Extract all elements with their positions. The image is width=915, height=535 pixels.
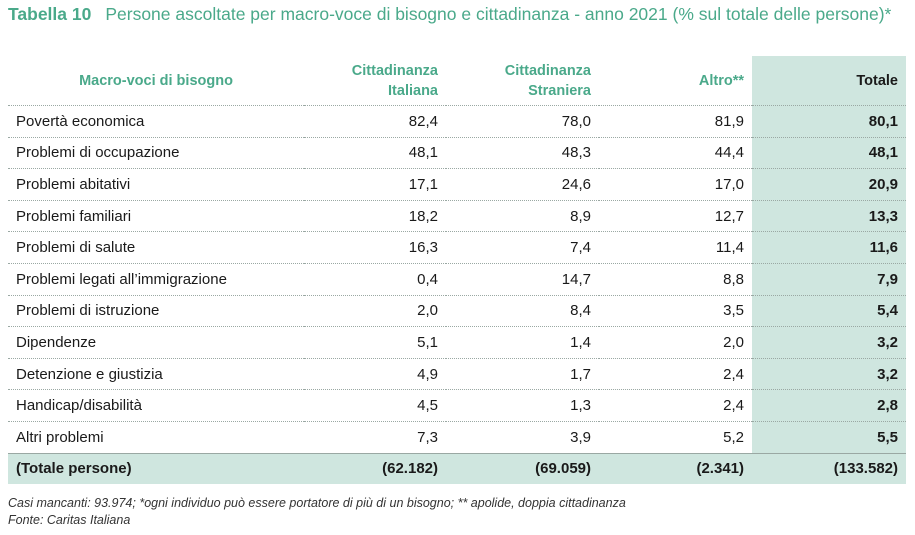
cell-foreign: 8,9 [446,200,599,233]
table-row: Problemi di occupazione 48,1 48,3 44,4 48,1 [8,137,906,170]
cell-foreign: 1,3 [446,389,599,422]
table-number: Tabella 10 [8,4,92,24]
cell-foreign: 14,7 [446,263,599,296]
row-label: Problemi di salute [8,231,304,264]
row-label: Problemi legati all’immigrazione [8,263,304,296]
cell-total: 3,2 [752,358,906,391]
cell-italian: 4,9 [304,358,446,391]
cell-italian: 16,3 [304,231,446,264]
table-row: Problemi legati all’immigrazione 0,4 14,7 8… [8,263,906,296]
missing-cases-note: Casi mancanti: 93.974; *ogni individuo p… [8,496,626,510]
cell-other: 44,4 [599,137,752,170]
cell-other: 11,4 [599,231,752,264]
table-row: Handicap/disabilità 4,5 1,3 2,4 2,8 [8,389,906,422]
cell-foreign: 1,4 [446,326,599,359]
row-label: Altri problemi [8,421,304,454]
totals-label: (Totale persone) [8,452,304,484]
table-row: Problemi familiari 18,2 8,9 12,7 13,3 [8,200,906,233]
cell-total: 11,6 [752,231,906,264]
cell-foreign: 8,4 [446,295,599,328]
row-label: Handicap/disabilità [8,389,304,422]
data-table: Macro-voci di bisogno Cittadinanza Itali… [8,56,906,484]
col-header-other: Altro** [698,72,744,89]
col-header-foreign: Cittadinanza Straniera [504,62,591,99]
cell-total: 3,2 [752,326,906,359]
source-note: Fonte: Caritas Italiana [8,513,131,527]
cell-other: 3,5 [599,295,752,328]
cell-italian: 82,4 [304,105,446,138]
cell-foreign: 7,4 [446,231,599,264]
cell-foreign: 78,0 [446,105,599,138]
row-label: Problemi di occupazione [8,137,304,170]
cell-italian: 2,0 [304,295,446,328]
cell-total: 5,4 [752,295,906,328]
cell-total: 13,3 [752,200,906,233]
header-row: Macro-voci di bisogno Cittadinanza Itali… [8,56,906,106]
cell-other: 12,7 [599,200,752,233]
cell-other: 2,0 [599,326,752,359]
cell-italian: 5,1 [304,326,446,359]
table-notes: Casi mancanti: 93.974; *ogni individuo p… [8,495,626,529]
table-title: Tabella 10 Persone ascoltate per macro-vo… [8,4,908,25]
totals-foreign: (69.059) [446,452,599,484]
cell-total: 20,9 [752,168,906,201]
totals-italian: (62.182) [304,452,446,484]
totals-row: (Totale persone) (62.182) (69.059) (2.34… [8,452,906,484]
cell-italian: 0,4 [304,263,446,296]
cell-italian: 4,5 [304,389,446,422]
cell-other: 8,8 [599,263,752,296]
table-row: Detenzione e giustizia 4,9 1,7 2,4 3,2 [8,358,906,391]
table-row: Altri problemi 7,3 3,9 5,2 5,5 [8,421,906,454]
cell-total: 80,1 [752,105,906,138]
cell-foreign: 1,7 [446,358,599,391]
table-row: Problemi abitativi 17,1 24,6 17,0 20,9 [8,168,906,201]
table-body: Povertà economica 82,4 78,0 81,9 80,1 Problem… [8,105,906,454]
table-row: Povertà economica 82,4 78,0 81,9 80,1 [8,105,906,138]
row-label: Dipendenze [8,326,304,359]
table-row: Dipendenze 5,1 1,4 2,0 3,2 [8,326,906,359]
totals-total: (133.582) [752,452,906,484]
cell-total: 7,9 [752,263,906,296]
table-row: Problemi di salute 16,3 7,4 11,4 11,6 [8,231,906,264]
totals-other: (2.341) [599,452,752,484]
cell-other: 5,2 [599,421,752,454]
cell-italian: 7,3 [304,421,446,454]
cell-foreign: 3,9 [446,421,599,454]
table-row: Problemi di istruzione 2,0 8,4 3,5 5,4 [8,295,906,328]
col-header-total: Totale [752,56,906,106]
cell-foreign: 48,3 [446,137,599,170]
row-label: Detenzione e giustizia [8,358,304,391]
cell-other: 17,0 [599,168,752,201]
row-label: Povertà economica [8,105,304,138]
cell-italian: 17,1 [304,168,446,201]
col-header-label: Macro-voci di bisogno [79,72,233,89]
cell-italian: 18,2 [304,200,446,233]
col-header-italian: Cittadinanza Italiana [351,62,438,99]
table-caption: Persone ascoltate per macro-voce di biso… [105,4,892,24]
cell-other: 81,9 [599,105,752,138]
row-label: Problemi abitativi [8,168,304,201]
cell-total: 48,1 [752,137,906,170]
cell-italian: 48,1 [304,137,446,170]
cell-total: 2,8 [752,389,906,422]
row-label: Problemi di istruzione [8,295,304,328]
cell-other: 2,4 [599,358,752,391]
cell-other: 2,4 [599,389,752,422]
cell-total: 5,5 [752,421,906,454]
cell-foreign: 24,6 [446,168,599,201]
row-label: Problemi familiari [8,200,304,233]
